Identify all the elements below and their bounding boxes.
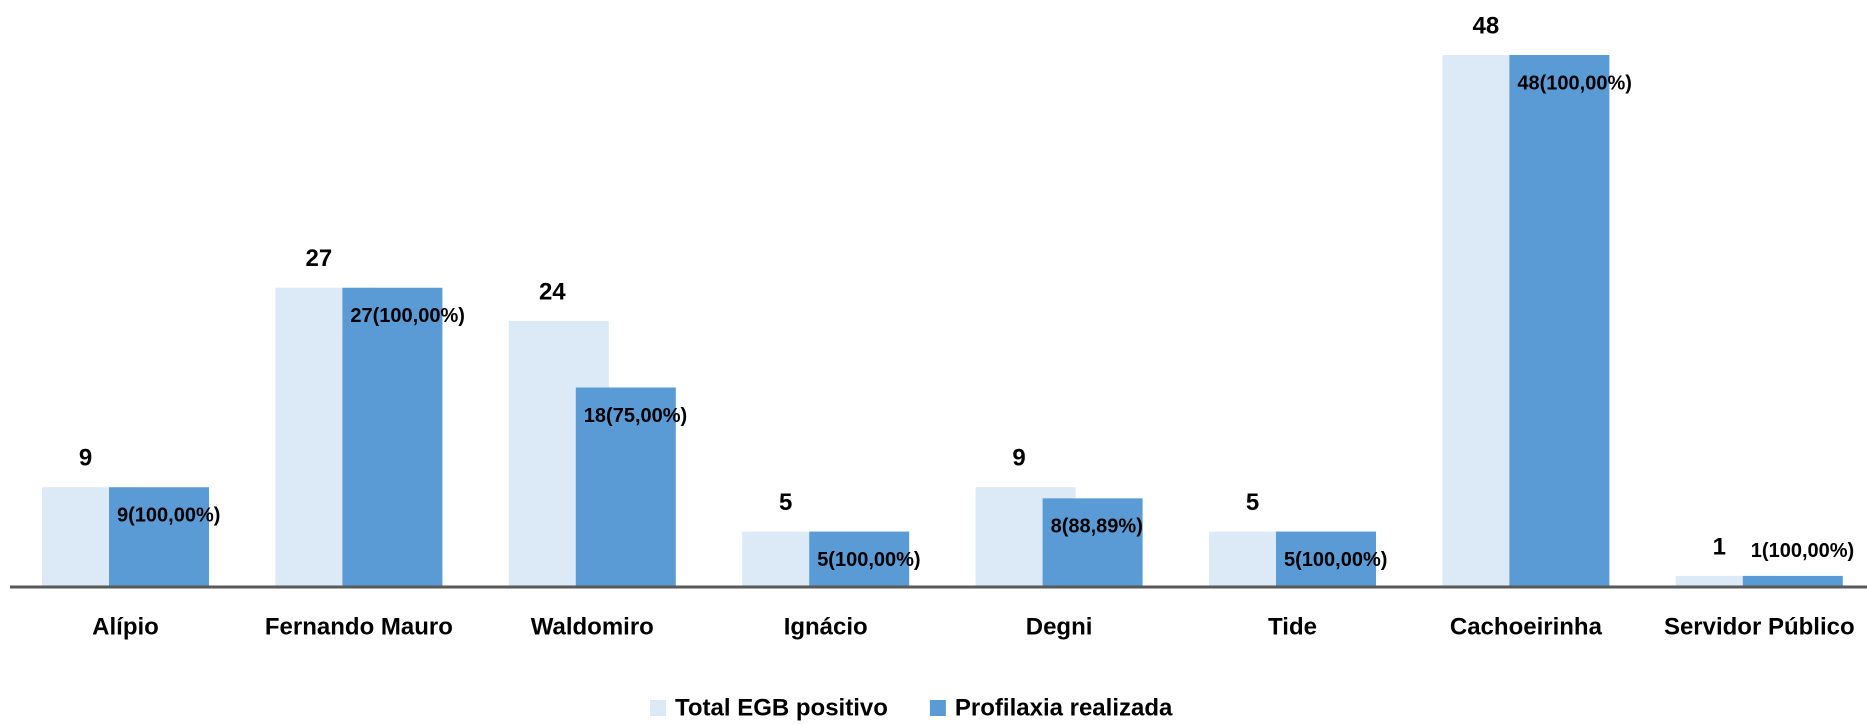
legend-swatch [929,700,946,716]
value-label: 8(88,89%) [1051,516,1143,538]
bar [1742,575,1843,587]
legend-label: Total EGB positivo [675,694,888,721]
legend-swatch [650,700,666,716]
x-tick-label: Alípio [92,613,159,640]
bar [109,487,209,587]
value-label: 5 [1246,489,1259,516]
value-label: 1 [1713,533,1726,560]
value-label: 18(75,00%) [584,405,687,427]
bar [809,531,910,587]
bar [1276,531,1376,587]
value-label: 5(100,00%) [1284,549,1387,571]
bar [1042,498,1143,587]
value-label: 9(100,00%) [117,505,220,527]
value-label: 1(100,00%) [1751,540,1854,562]
x-tick-label: Waldomiro [531,613,654,640]
value-label: 24 [539,278,566,305]
value-label: 9 [79,445,92,472]
value-label: 48 [1473,12,1500,39]
bar [1675,575,1776,587]
bar [1509,55,1610,587]
value-label: 5 [779,489,792,516]
value-label: 5(100,00%) [817,549,920,571]
x-tick-label: Servidor Público [1664,613,1855,640]
x-tick-label: Degni [1026,613,1093,640]
x-tick-label: Cachoeirinha [1450,613,1603,640]
x-tick-label: Ignácio [784,613,868,640]
bar [575,387,676,587]
legend-label: Profilaxia realizada [955,694,1173,721]
x-tick-label: Fernando Mauro [265,613,453,640]
x-tick-label: Tide [1268,613,1317,640]
value-label: 48(100,00%) [1517,72,1632,94]
bar [342,287,443,587]
value-label: 27(100,00%) [350,305,465,327]
value-label: 9 [1012,445,1025,472]
value-label: 27 [306,245,333,272]
